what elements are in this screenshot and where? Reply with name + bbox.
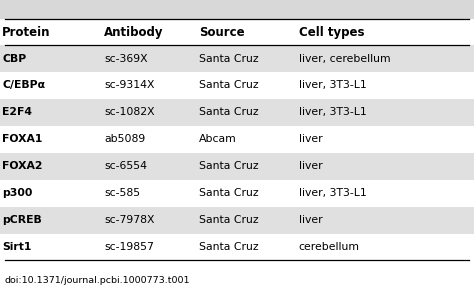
Text: liver, 3T3-L1: liver, 3T3-L1 xyxy=(299,107,366,117)
Text: doi:10.1371/journal.pcbi.1000773.t001: doi:10.1371/journal.pcbi.1000773.t001 xyxy=(5,276,190,285)
Text: CBP: CBP xyxy=(2,54,27,63)
Bar xyxy=(0,72,474,99)
Text: Antibody: Antibody xyxy=(104,26,164,38)
Text: cerebellum: cerebellum xyxy=(299,242,360,252)
Text: Santa Cruz: Santa Cruz xyxy=(199,215,259,225)
Text: sc-369X: sc-369X xyxy=(104,54,148,63)
Text: liver: liver xyxy=(299,215,322,225)
Text: pCREB: pCREB xyxy=(2,215,42,225)
Text: liver, 3T3-L1: liver, 3T3-L1 xyxy=(299,188,366,198)
Text: Santa Cruz: Santa Cruz xyxy=(199,54,259,63)
Text: E2F4: E2F4 xyxy=(2,107,32,117)
Text: C/EBPα: C/EBPα xyxy=(2,81,46,91)
Text: FOXA2: FOXA2 xyxy=(2,161,43,171)
Bar xyxy=(0,153,474,180)
Bar xyxy=(0,207,474,233)
Bar xyxy=(0,126,474,153)
Text: sc-6554: sc-6554 xyxy=(104,161,147,171)
Bar xyxy=(0,233,474,260)
Text: Abcam: Abcam xyxy=(199,134,237,144)
Text: Protein: Protein xyxy=(2,26,51,38)
Text: liver, 3T3-L1: liver, 3T3-L1 xyxy=(299,81,366,91)
Text: Sirt1: Sirt1 xyxy=(2,242,32,252)
Text: sc-585: sc-585 xyxy=(104,188,140,198)
Text: sc-7978X: sc-7978X xyxy=(104,215,155,225)
Text: FOXA1: FOXA1 xyxy=(2,134,43,144)
Text: liver: liver xyxy=(299,134,322,144)
Text: Santa Cruz: Santa Cruz xyxy=(199,107,259,117)
Text: Santa Cruz: Santa Cruz xyxy=(199,81,259,91)
Text: Santa Cruz: Santa Cruz xyxy=(199,161,259,171)
Text: Cell types: Cell types xyxy=(299,26,364,38)
Text: sc-19857: sc-19857 xyxy=(104,242,154,252)
Bar xyxy=(0,45,474,72)
Text: sc-9314X: sc-9314X xyxy=(104,81,155,91)
Bar xyxy=(0,0,474,19)
Text: liver, cerebellum: liver, cerebellum xyxy=(299,54,390,63)
Bar xyxy=(0,99,474,126)
Bar xyxy=(0,180,474,207)
Text: liver: liver xyxy=(299,161,322,171)
Text: sc-1082X: sc-1082X xyxy=(104,107,155,117)
Text: Source: Source xyxy=(199,26,245,38)
Text: ab5089: ab5089 xyxy=(104,134,146,144)
Text: Santa Cruz: Santa Cruz xyxy=(199,242,259,252)
Text: Santa Cruz: Santa Cruz xyxy=(199,188,259,198)
Text: p300: p300 xyxy=(2,188,33,198)
